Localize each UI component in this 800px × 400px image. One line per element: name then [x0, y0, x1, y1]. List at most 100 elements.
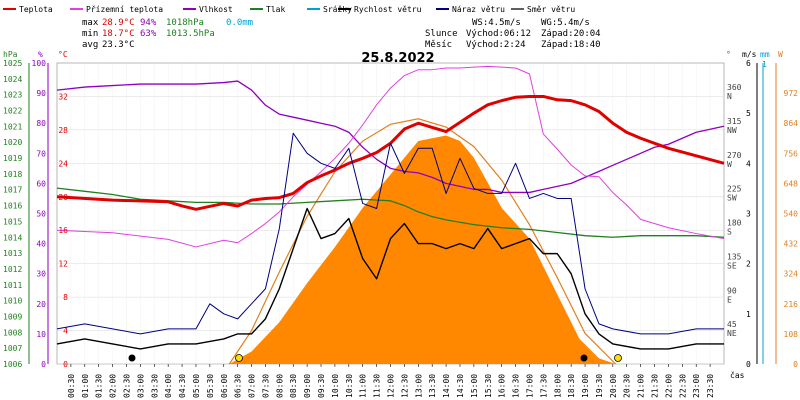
x-tick-label: 21:30 [651, 374, 660, 398]
series-rychlost-v-tru [56, 207, 724, 350]
wind-tick: 3 [746, 210, 751, 219]
humidity-tick: 0 [41, 360, 46, 369]
pressure-tick: 1008 [3, 328, 22, 337]
x-tick-label: 15:30 [484, 374, 493, 398]
x-tick-label: 07:00 [248, 374, 257, 398]
sunrise-marker [235, 354, 243, 362]
x-tick-label: 20:30 [623, 374, 632, 398]
stat-max-label: max [82, 18, 99, 28]
stat-max-hum: 94% [140, 18, 157, 28]
x-tick-label: 11:00 [359, 374, 368, 398]
chart-title: 25.8.2022 [361, 51, 434, 66]
x-tick-label: 17:00 [525, 374, 534, 398]
direction-label: W [727, 160, 732, 169]
series-tlak [56, 187, 725, 238]
ws-value: WS:4.5m/s [472, 18, 521, 28]
humidity-tick: 50 [36, 210, 46, 219]
x-tick-label: 09:30 [317, 374, 326, 398]
stat-max-temp: 28.9°C [102, 18, 135, 28]
direction-tick: 360 [727, 83, 742, 92]
x-tick-label: 02:30 [122, 374, 131, 398]
humidity-tick: 20 [36, 300, 46, 309]
pressure-tick: 1015 [3, 217, 22, 226]
radiation-tick: 324 [784, 270, 799, 279]
stat-max-rain: 0.0mm [226, 18, 253, 28]
series-n-raz-v-tru [56, 132, 724, 335]
series-solar-radiation [229, 135, 616, 364]
pressure-tick: 1019 [3, 154, 22, 163]
humidity-tick: 90 [36, 89, 46, 98]
radiation-tick: 216 [784, 300, 799, 309]
direction-tick: 90 [727, 286, 737, 295]
x-tick-label: 14:30 [456, 374, 465, 398]
sun-moon-markers [128, 354, 622, 362]
radiation-area [228, 118, 617, 365]
radiation-unit: W [778, 50, 783, 59]
x-tick-label: 08:30 [289, 374, 298, 398]
temperature-tick: 28 [58, 126, 68, 135]
x-tick-label: 10:00 [331, 374, 340, 398]
sunset: Západ:20:04 [541, 29, 601, 39]
radiation-tick: 0 [793, 360, 798, 369]
direction-label: SE [727, 261, 737, 270]
humidity-tick: 70 [36, 149, 46, 158]
direction-tick: 225 [727, 185, 742, 194]
pressure-tick: 1014 [3, 233, 22, 242]
legend-label: Náraz větru [452, 5, 505, 14]
moonrise: Východ:2:24 [466, 40, 526, 50]
x-tick-label: 20:00 [609, 374, 618, 398]
x-tick-label: 01:00 [81, 374, 90, 398]
pressure-tick: 1016 [3, 202, 22, 211]
sun-label: Slunce [425, 29, 458, 39]
radiation-tick: 648 [784, 179, 799, 188]
direction-label: S [727, 228, 732, 237]
legend: Teplota Přízemní teplota Vlhkost Tlak Srážky… [3, 5, 575, 14]
humidity-tick: 100 [32, 59, 47, 68]
x-tick-label: 16:00 [498, 374, 507, 398]
x-tick-label: 18:00 [553, 374, 562, 398]
pressure-tick: 1018 [3, 170, 22, 179]
temperature-tick: 8 [63, 293, 68, 302]
x-tick-label: 04:00 [164, 374, 173, 398]
x-tick-label: 14:00 [442, 374, 451, 398]
stat-avg-temp: 23.3°C [102, 40, 135, 50]
x-tick-label: 07:30 [261, 374, 270, 398]
wind-unit: m/s [742, 50, 757, 59]
pressure-tick: 1006 [3, 360, 22, 369]
direction-label: NE [727, 329, 737, 338]
x-tick-label: 10:30 [345, 374, 354, 398]
temperature-tick: 20 [58, 193, 68, 202]
direction-label: NW [727, 126, 737, 135]
pressure-tick: 1024 [3, 75, 22, 84]
x-tick-label: 03:00 [136, 374, 145, 398]
series-lines [56, 65, 725, 350]
direction-tick: 45 [727, 320, 737, 329]
legend-label: Teplota [19, 5, 53, 14]
x-tick-label: 01:30 [95, 374, 104, 398]
x-tick-label: 11:30 [373, 374, 382, 398]
series-vlhkost [56, 80, 725, 194]
x-tick-label: 02:00 [109, 374, 118, 398]
direction-tick: 315 [727, 117, 742, 126]
wind-tick: 1 [746, 310, 751, 319]
rain-unit: mm [760, 50, 770, 59]
x-tick-label: 03:30 [150, 374, 159, 398]
humidity-tick: 30 [36, 270, 46, 279]
stat-min-label: min [82, 29, 98, 39]
radiation-tick: 432 [784, 240, 799, 249]
x-tick-label: 23:30 [706, 374, 715, 398]
direction-label: N [727, 92, 732, 101]
pressure-tick: 1013 [3, 249, 22, 258]
pressure-tick: 1007 [3, 344, 22, 353]
stat-min-temp: 18.7°C [102, 29, 135, 39]
legend-label: Rychlost větru [354, 5, 422, 14]
humidity-tick: 10 [36, 330, 46, 339]
radiation-tick: 108 [784, 330, 799, 339]
legend-label: Tlak [266, 5, 285, 14]
wind-sun-info: WS:4.5m/s WG:5.4m/s Slunce Východ:06:12 … [425, 18, 601, 50]
temperature-tick: 12 [58, 260, 68, 269]
wind-tick: 5 [746, 109, 751, 118]
pressure-tick: 1020 [3, 138, 22, 147]
